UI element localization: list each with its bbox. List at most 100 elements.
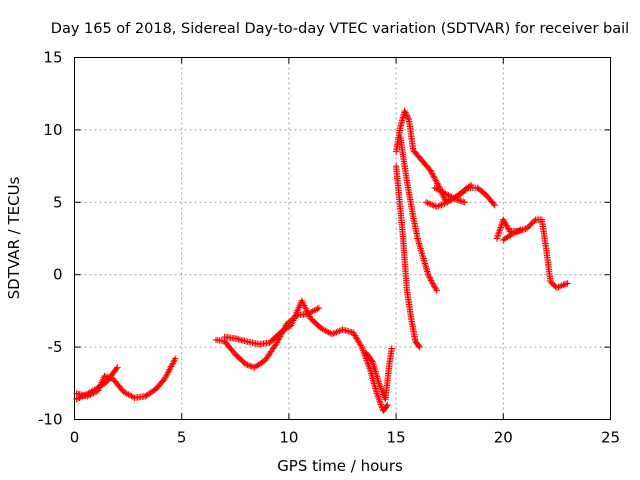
x-tick-label: 20 (494, 429, 513, 447)
data-point (300, 300, 307, 308)
data-point (508, 230, 516, 238)
chart-title: Day 165 of 2018, Sidereal Day-to-day VTE… (51, 21, 629, 37)
x-tick-labels: 0 5 10 15 20 25 (70, 429, 620, 447)
data-point (435, 202, 442, 210)
data-point (426, 274, 433, 281)
data-point (328, 330, 335, 338)
data-point (427, 277, 435, 284)
tick-marks (74, 57, 611, 420)
data-point (331, 329, 339, 337)
data-point (171, 357, 178, 364)
series-track-j (431, 184, 468, 206)
data-point (429, 171, 436, 178)
series-track-e (362, 345, 396, 403)
data-point (305, 311, 312, 319)
data-point (376, 381, 383, 389)
series-track-h (397, 133, 441, 294)
data-point (333, 329, 340, 336)
data-point (383, 402, 390, 410)
data-point (336, 327, 343, 335)
data-point (374, 393, 382, 400)
data-point (490, 200, 497, 208)
data-point (427, 168, 435, 176)
data-point (378, 388, 386, 395)
data-point (433, 178, 440, 186)
data-point (384, 401, 391, 409)
data-point (500, 216, 507, 223)
data-point (497, 224, 504, 231)
y-tick-label: -5 (48, 338, 63, 356)
data-point (427, 275, 434, 283)
data-point (378, 386, 385, 393)
data-point (564, 280, 571, 287)
data-point (433, 287, 441, 294)
data-point (439, 200, 447, 208)
data-point (425, 200, 433, 207)
data-point (501, 219, 509, 226)
data-point (494, 232, 502, 239)
data-point (425, 272, 433, 280)
data-point (357, 342, 365, 349)
data-point (304, 308, 311, 316)
data-point (377, 383, 384, 390)
data-point (433, 203, 441, 210)
data-point (517, 226, 524, 234)
series-track-l (500, 226, 524, 244)
data-point (510, 230, 517, 237)
data-point (402, 109, 409, 116)
data-point (99, 376, 107, 383)
data-point (96, 384, 103, 391)
data-points (73, 107, 571, 415)
y-tick-label: 15 (43, 49, 62, 67)
data-point (504, 223, 511, 231)
data-point (461, 199, 468, 206)
data-point (97, 380, 105, 388)
data-point (405, 115, 412, 122)
data-point (403, 112, 411, 119)
series-track-k (493, 216, 571, 291)
data-point (497, 222, 505, 230)
data-point (302, 305, 309, 312)
data-point (375, 380, 383, 387)
data-point (432, 177, 440, 184)
data-point (73, 396, 80, 403)
data-point (502, 220, 509, 228)
data-point (377, 401, 385, 408)
data-point (451, 195, 458, 202)
data-point (375, 396, 383, 403)
y-tick-label: 5 (53, 193, 63, 211)
x-tick-label: 0 (70, 429, 80, 447)
y-tick-label: -10 (38, 411, 63, 429)
data-point (427, 167, 434, 174)
data-point (495, 229, 503, 236)
plot-frame (74, 57, 611, 420)
data-point (404, 113, 411, 121)
data-point (494, 233, 501, 241)
data-point (442, 199, 450, 207)
x-tick-label: 10 (279, 429, 298, 447)
data-point (430, 173, 437, 180)
y-tick-label: 10 (43, 121, 62, 139)
y-tick-label: 0 (53, 266, 63, 284)
data-point (500, 217, 508, 225)
data-point (428, 170, 436, 177)
data-point (94, 387, 102, 394)
data-point (304, 310, 312, 317)
data-point (427, 200, 434, 208)
data-point (376, 398, 383, 405)
data-point (368, 357, 375, 364)
data-point (97, 382, 104, 389)
data-point (496, 227, 503, 234)
data-point (425, 271, 432, 278)
data-point (377, 384, 385, 392)
data-point (373, 390, 381, 397)
data-point (438, 201, 445, 208)
y-tick-labels: -10 -5 0 5 10 15 (38, 49, 63, 429)
data-point (493, 235, 501, 242)
data-point (514, 228, 521, 235)
data-point (377, 399, 384, 407)
data-point (114, 364, 121, 371)
data-point (429, 201, 436, 208)
data-point (416, 343, 423, 351)
